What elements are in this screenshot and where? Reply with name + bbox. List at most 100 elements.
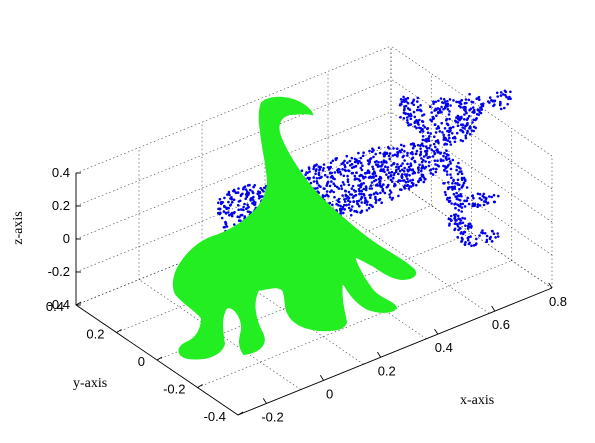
series-1-point [446,100,449,103]
series-1-point [428,135,431,138]
series-1-point [416,96,420,100]
series-1-point [326,175,329,179]
series-1-point [375,199,378,202]
series-1-point [496,232,500,235]
series-1-point [345,203,348,207]
series-1-point [223,205,227,209]
series-1-point [472,108,476,112]
series-1-point [445,170,449,173]
series-1-point [362,182,366,185]
series-1-point [396,180,400,183]
series-1-point [432,100,435,103]
series-1-point [345,197,348,200]
series-1-point [244,188,248,191]
series-1-point [395,165,398,169]
series-1-point [438,107,442,111]
wall-grid-line [390,144,553,256]
series-1-point [245,207,248,211]
series-1-point [463,205,467,208]
series-1-point [452,99,455,102]
series-1-point [358,204,361,208]
series-1-point [343,159,346,163]
series-1-point [446,108,450,111]
series-1-point [359,211,362,214]
series-1-point [432,102,435,105]
series-1-point [415,183,418,187]
series-1-point [478,234,481,237]
series-1-point [235,191,238,195]
z-tick-label: 0.2 [52,198,70,213]
series-1-point [461,185,464,188]
x-tick-label: 0.2 [378,363,396,378]
series-1-point [253,184,256,187]
series-1-point [443,168,446,172]
series-1-point [237,187,240,190]
series-1-point [406,180,410,183]
series-1-point [218,207,222,211]
series-1-point [399,98,403,101]
series-1-point [402,117,406,120]
series-1-point [328,184,332,188]
series-1-point [474,243,477,247]
series-1-point [434,131,438,134]
series-1-point [382,152,385,156]
series-1-point [447,157,451,160]
series-1-point [476,205,479,208]
series-1-point [362,194,366,197]
series-1-point [261,188,264,192]
series-1-point [429,144,432,147]
series-1-point [448,136,451,140]
series-1-point [321,169,325,172]
series-1-point [485,238,489,242]
series-1-point [332,190,336,194]
series-1-point [373,170,376,173]
series-1-point [249,198,252,201]
series-1-point [461,216,464,220]
series-1-point [437,165,441,168]
series-1-point [417,123,420,126]
series-1-point [464,134,468,137]
x-tick-label: -0.2 [261,409,283,424]
series-1-point [468,114,471,118]
series-1-point [391,154,395,157]
series-1-point [419,104,422,107]
series-1-point [337,197,341,201]
series-1-point [458,104,461,108]
series-1-point [382,168,385,171]
series-1-point [447,181,450,184]
series-1-point [312,176,316,179]
series-1-point [242,187,245,191]
series-1-point [456,178,460,182]
series-1-point [238,215,241,219]
series-1-point [476,192,480,196]
series-1-point [364,172,367,175]
series-1-point [415,126,418,130]
series-1-point [434,100,438,104]
series-1-point [441,131,444,134]
series-1-point [503,106,506,110]
series-1-point [309,181,313,185]
series-1-point [431,115,435,119]
series-1-point [418,163,421,167]
series-1-point [456,214,460,218]
series-1-point [390,164,393,167]
series-1-point [312,165,316,169]
series-1-point [359,156,363,160]
series-1-point [415,149,419,153]
y-tick-label: 0 [138,354,145,369]
series-1-point [354,160,357,164]
series-1-point [456,182,459,185]
series-1-point [421,138,425,142]
series-1-point [398,169,402,173]
series-1-point [486,100,490,103]
series-1-point [446,139,450,142]
series-1-point [227,200,230,204]
series-1-point [476,203,480,206]
series-1-point [388,193,391,196]
series-1-point [456,235,460,239]
series-1-point [455,191,458,195]
series-1-point [367,176,371,179]
series-1-point [413,144,417,148]
series-1-point [406,119,409,122]
series-1-point [459,102,463,106]
